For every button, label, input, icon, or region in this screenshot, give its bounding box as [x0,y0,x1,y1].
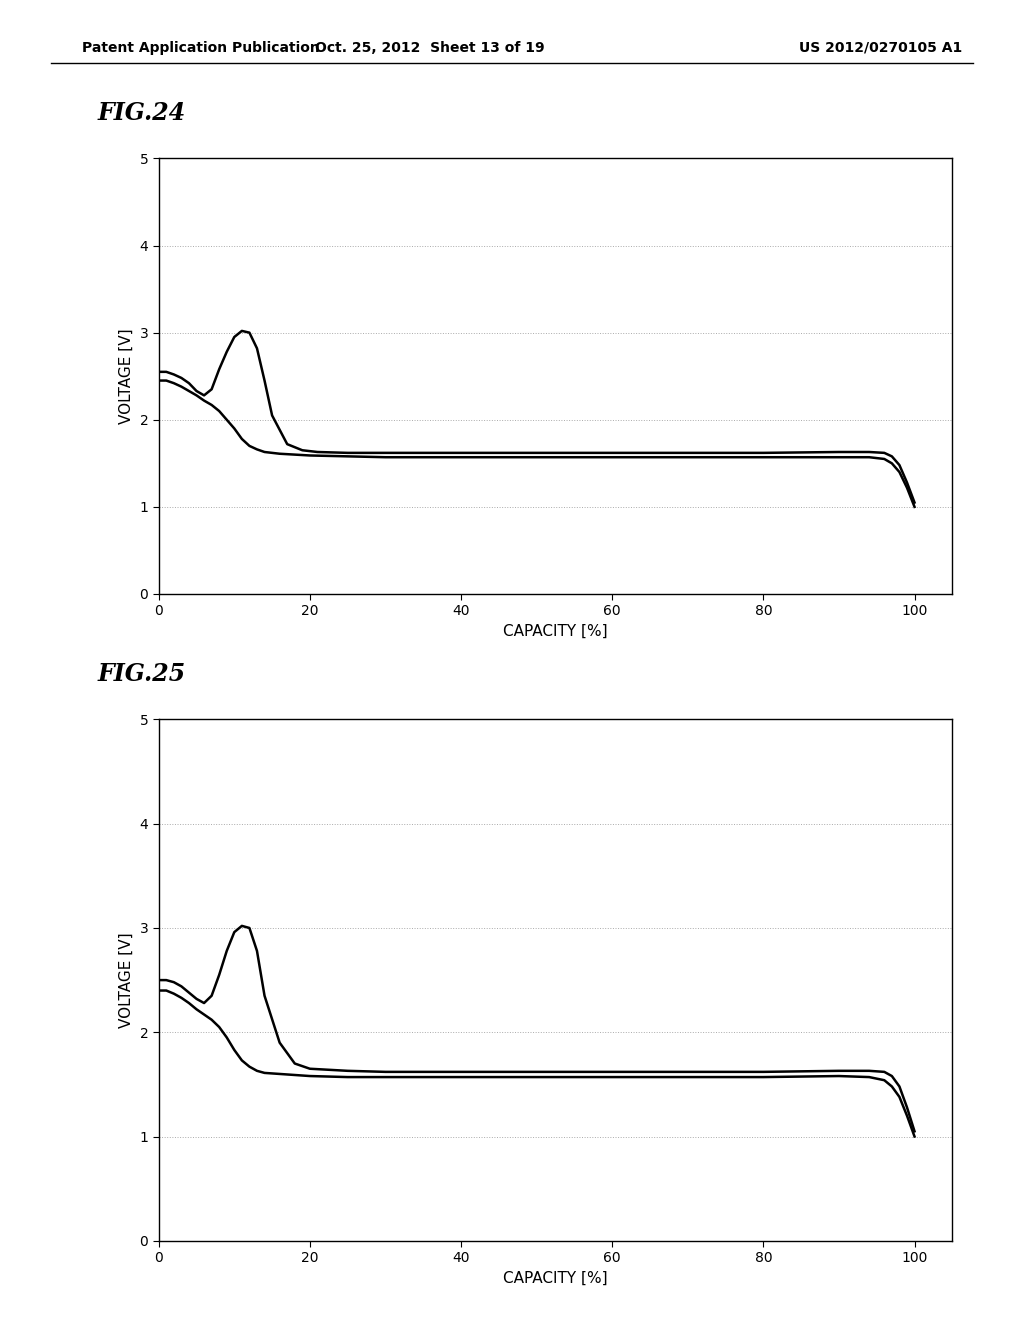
X-axis label: CAPACITY [%]: CAPACITY [%] [503,624,608,639]
Text: US 2012/0270105 A1: US 2012/0270105 A1 [799,41,962,54]
Text: Patent Application Publication: Patent Application Publication [82,41,319,54]
Y-axis label: VOLTAGE [V]: VOLTAGE [V] [119,932,134,1028]
Y-axis label: VOLTAGE [V]: VOLTAGE [V] [119,329,134,424]
Text: Oct. 25, 2012  Sheet 13 of 19: Oct. 25, 2012 Sheet 13 of 19 [315,41,545,54]
Text: FIG.25: FIG.25 [97,663,185,686]
X-axis label: CAPACITY [%]: CAPACITY [%] [503,1271,608,1286]
Text: FIG.24: FIG.24 [97,102,185,125]
